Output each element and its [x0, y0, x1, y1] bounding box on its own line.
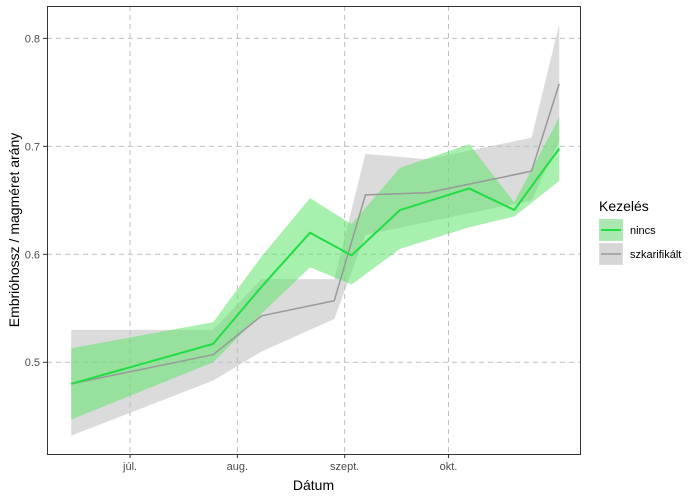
confidence-ribbon-nincs: [71, 117, 560, 420]
series-line-nincs: [70, 147, 561, 385]
legend-title: Kezelés: [599, 198, 649, 214]
legend-items: nincs szkarifikált: [598, 218, 681, 266]
plot-panel-border: [47, 6, 581, 455]
legend: Kezelés nincs szkarifikált: [598, 198, 681, 266]
legend-item: nincs: [598, 218, 656, 242]
y-tick-label: 0.6: [25, 249, 40, 261]
y-tick-label: 0.5: [25, 357, 40, 369]
x-axis-title: Dátum: [293, 477, 334, 493]
series-layer: [70, 24, 561, 436]
x-tick-label: aug.: [227, 461, 248, 473]
x-tick-label: szept.: [330, 461, 359, 473]
y-axis-title: Embrióhossz / magméret arány: [6, 133, 22, 328]
x-tick-label: okt.: [440, 461, 458, 473]
y-tick-label: 0.8: [25, 33, 40, 45]
series-line-szkarifikalt: [71, 83, 560, 385]
y-tick-label: 0.7: [25, 141, 40, 153]
legend-item: szkarifikált: [598, 242, 681, 266]
legend-label: szkarifikált: [630, 249, 681, 261]
x-tick-label: júl.: [122, 461, 137, 473]
legend-label: nincs: [630, 225, 656, 237]
axes: 0.5 0.6 0.7 0.8 júl. aug. szept. okt.: [25, 33, 458, 473]
